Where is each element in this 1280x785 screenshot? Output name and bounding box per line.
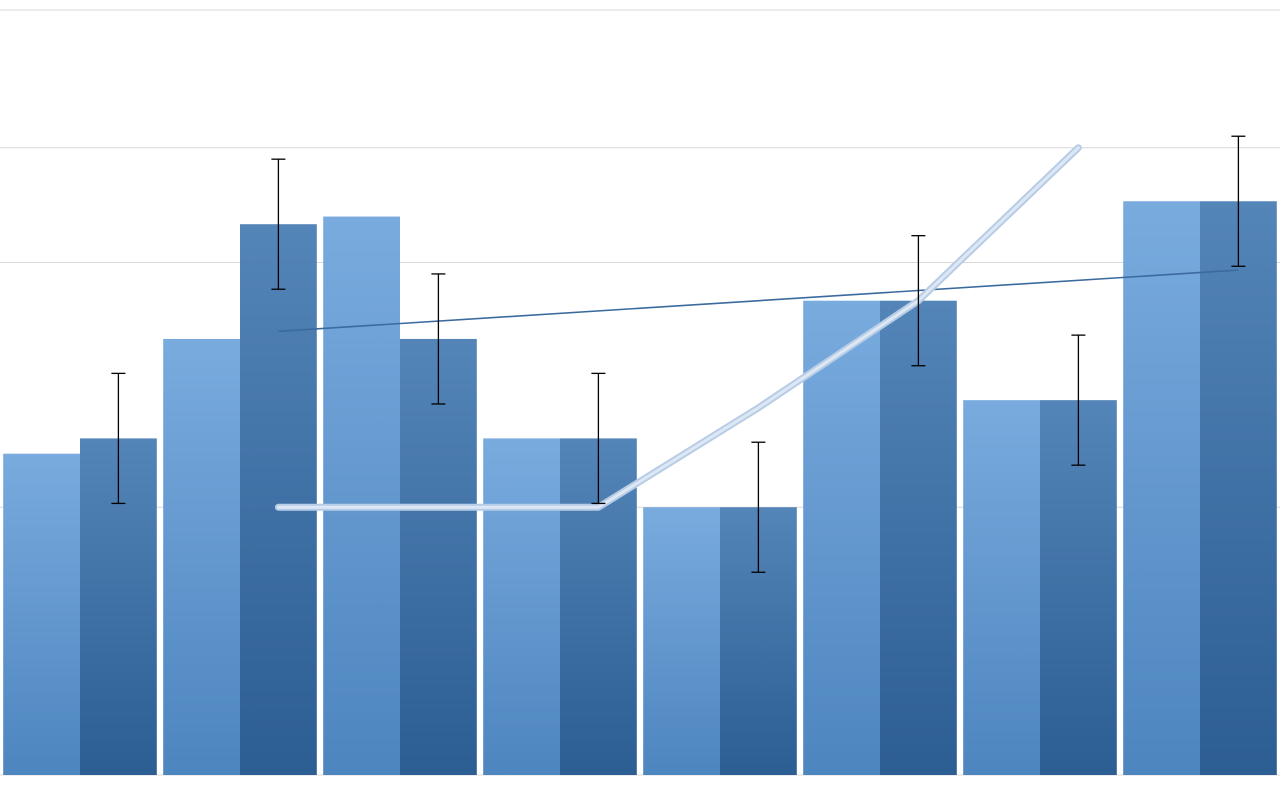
bar-light	[963, 400, 1040, 775]
bar-light	[3, 454, 80, 775]
bar-dark	[1200, 201, 1277, 775]
bar-light	[643, 507, 720, 775]
bar-light	[323, 217, 400, 775]
bar-light	[1123, 201, 1200, 775]
bar-line-chart	[0, 0, 1280, 785]
bar-dark	[880, 301, 957, 775]
bar-light	[163, 339, 240, 775]
bar-light	[483, 438, 560, 775]
trendline	[278, 270, 1238, 331]
bar-dark	[240, 224, 317, 775]
chart-container	[0, 0, 1280, 785]
